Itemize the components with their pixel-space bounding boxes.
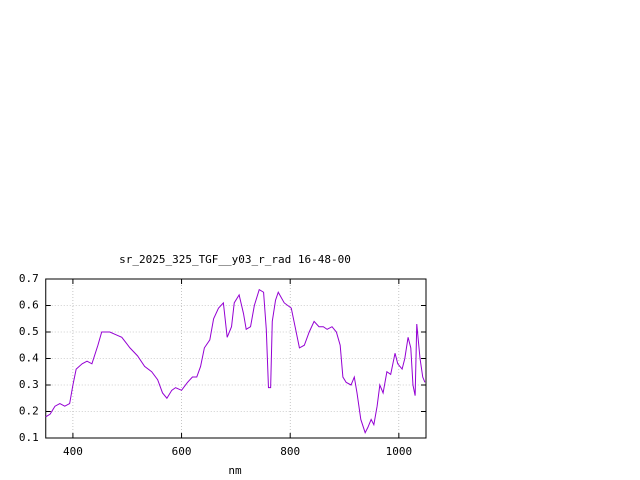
- data-line: [45, 288, 426, 434]
- y-tick-label: 0.4: [19, 352, 39, 365]
- x-tick-label: 600: [172, 445, 192, 458]
- x-axis-label: nm: [228, 464, 242, 477]
- x-tick-label: 400: [63, 445, 83, 458]
- y-tick-label: 0.1: [19, 431, 39, 444]
- x-tick-label: 1000: [386, 445, 413, 458]
- y-tick-label: 0.5: [19, 325, 39, 338]
- chart-title: sr_2025_325_TGF__y03_r_rad 16-48-00: [119, 253, 351, 266]
- x-tick-label: 800: [280, 445, 300, 458]
- y-tick-label: 0.3: [19, 378, 39, 391]
- y-tick-label: 0.6: [19, 299, 39, 312]
- y-tick-label: 0.7: [19, 272, 39, 285]
- plot-frame: [45, 278, 427, 439]
- y-tick-label: 0.2: [19, 405, 39, 418]
